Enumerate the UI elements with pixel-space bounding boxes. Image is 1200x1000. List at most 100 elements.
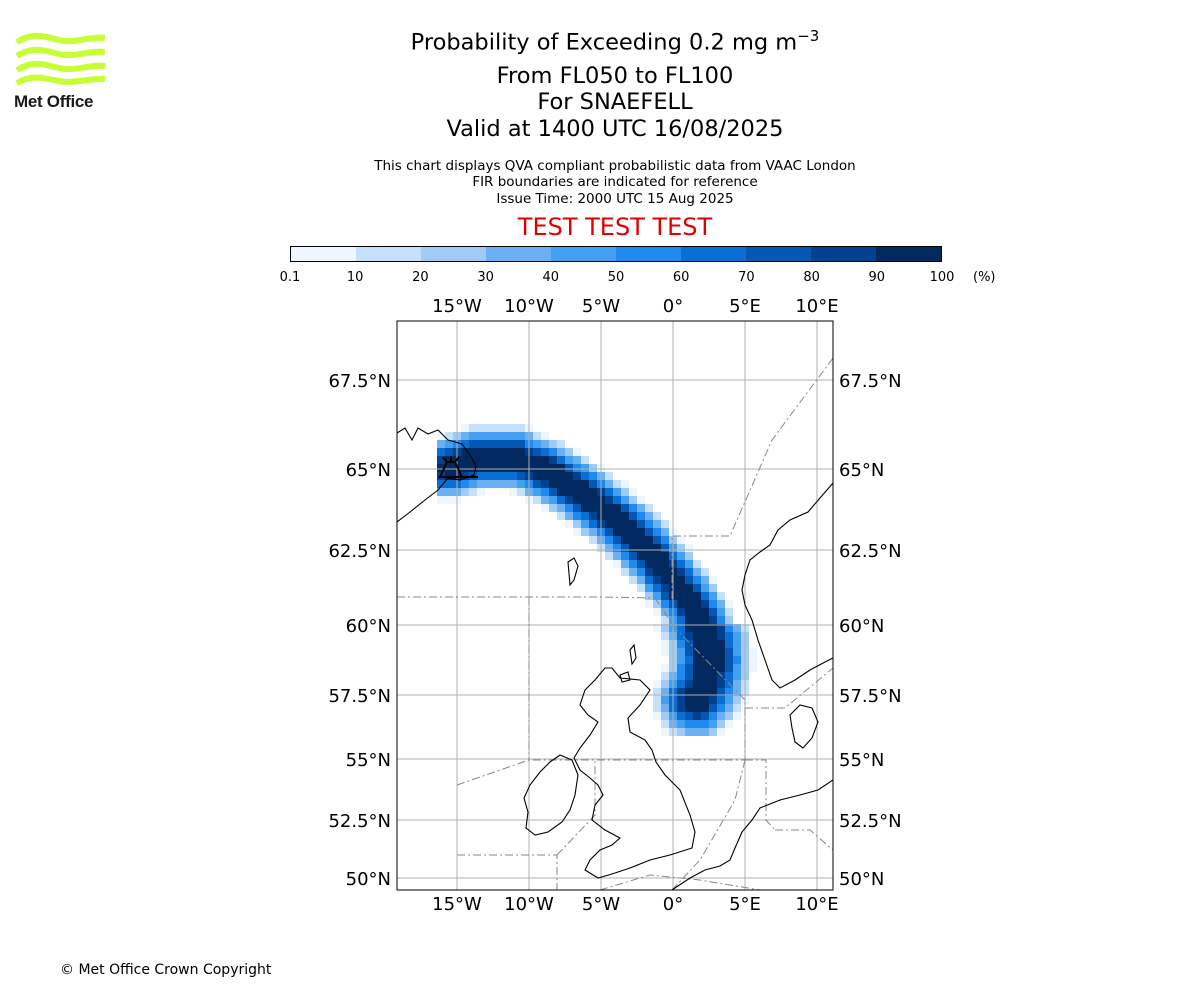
plume-cell xyxy=(581,504,589,512)
plume-cell xyxy=(725,656,733,664)
lat-label-right: 67.5°N xyxy=(839,371,902,392)
plume-cell xyxy=(645,568,653,576)
plume-cell xyxy=(677,656,685,664)
plume-cell xyxy=(693,592,701,600)
colorbar-tick-label: 100 xyxy=(929,270,955,285)
plume-cell xyxy=(725,712,733,720)
lat-label-right: 50°N xyxy=(839,869,884,890)
plume-cell xyxy=(461,456,469,464)
plume-cell xyxy=(661,680,669,688)
plume-cell xyxy=(645,520,653,528)
plume-cell xyxy=(725,720,733,728)
title-text: Probability of Exceeding 0.2 mg m xyxy=(410,29,798,56)
plume-cell xyxy=(541,456,549,464)
colorbar-unit: (%) xyxy=(973,270,996,285)
plume-cell xyxy=(533,488,541,496)
lat-label-left: 55°N xyxy=(346,750,391,771)
plume-cell xyxy=(509,472,517,480)
volcano-name: For SNAEFELL xyxy=(537,89,693,115)
plume-cell xyxy=(581,528,589,536)
plume-cell xyxy=(725,632,733,640)
test-banner: TEST TEST TEST xyxy=(517,213,713,241)
plume-cell xyxy=(645,536,653,544)
plume-cell xyxy=(701,600,709,608)
plume-cell xyxy=(573,480,581,488)
plume-cell xyxy=(709,624,717,632)
plume-cell xyxy=(661,648,669,656)
plume-cell xyxy=(717,712,725,720)
plume-cell xyxy=(733,672,741,680)
plume-cell xyxy=(701,704,709,712)
plume-cell xyxy=(677,680,685,688)
plume-cell xyxy=(677,712,685,720)
plume-cell xyxy=(437,448,445,456)
plume-cell xyxy=(605,480,613,488)
plume-cell xyxy=(661,544,669,552)
plume-cell xyxy=(701,680,709,688)
plume-cell xyxy=(557,488,565,496)
plume-cell xyxy=(565,504,573,512)
plume-cell xyxy=(733,656,741,664)
plume-cell xyxy=(677,720,685,728)
plume-cell xyxy=(605,520,613,528)
plume-cell xyxy=(637,504,645,512)
plume-cell xyxy=(469,432,477,440)
plume-cell xyxy=(541,448,549,456)
plume-cell xyxy=(725,616,733,624)
plume-cell xyxy=(749,656,757,664)
plume-cell xyxy=(725,704,733,712)
plume-cell xyxy=(621,480,629,488)
plume-cell xyxy=(717,600,725,608)
plume-cell xyxy=(693,600,701,608)
plume-cell xyxy=(661,696,669,704)
plume-cell xyxy=(677,576,685,584)
plume-cell xyxy=(461,432,469,440)
plume-cell xyxy=(701,624,709,632)
plume-cell xyxy=(637,568,645,576)
plume-cell xyxy=(717,624,725,632)
plume-cell xyxy=(533,464,541,472)
plume-cell xyxy=(477,448,485,456)
plume-cell xyxy=(637,512,645,520)
plume-cell xyxy=(661,568,669,576)
lat-label-left: 57.5°N xyxy=(328,686,391,707)
plume-cell xyxy=(717,632,725,640)
plume-cell xyxy=(701,648,709,656)
plume-cell xyxy=(749,648,757,656)
plume-cell xyxy=(437,456,445,464)
plume-cell xyxy=(677,664,685,672)
colorbar-segment xyxy=(486,247,551,261)
plume-cell xyxy=(461,488,469,496)
plume-cell xyxy=(717,680,725,688)
plume-cell xyxy=(685,704,693,712)
plume-cell xyxy=(677,672,685,680)
plume-cell xyxy=(637,528,645,536)
plume-cell xyxy=(629,520,637,528)
lon-label-bottom: 5°W xyxy=(582,894,620,915)
plume-cell xyxy=(613,496,621,504)
plume-cell xyxy=(589,528,597,536)
plume-cell xyxy=(685,592,693,600)
description-line-2: FIR boundaries are indicated for referen… xyxy=(472,174,758,190)
lat-label-right: 57.5°N xyxy=(839,686,902,707)
colorbar-segment xyxy=(876,247,941,261)
plume-cell xyxy=(549,504,557,512)
plume-cell xyxy=(445,480,453,488)
plume-cell xyxy=(693,632,701,640)
plume-cell xyxy=(685,656,693,664)
plume-cell xyxy=(733,704,741,712)
plume-cell xyxy=(677,696,685,704)
map-frame xyxy=(396,320,834,891)
plume-cell xyxy=(693,576,701,584)
plume-cell xyxy=(637,584,645,592)
plume-cell xyxy=(509,464,517,472)
plume-cell xyxy=(693,696,701,704)
plume-cell xyxy=(469,464,477,472)
lat-label-right: 62.5°N xyxy=(839,541,902,562)
plume-cell xyxy=(733,632,741,640)
plume-cell xyxy=(701,576,709,584)
plume-cell xyxy=(701,640,709,648)
plume-cell xyxy=(661,688,669,696)
plume-cell xyxy=(709,696,717,704)
plume-cell xyxy=(509,432,517,440)
